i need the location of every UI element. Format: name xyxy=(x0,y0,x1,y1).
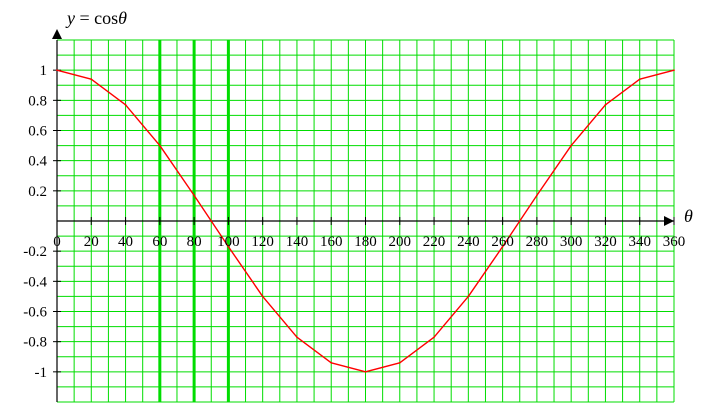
series-point xyxy=(518,220,521,222)
series-line-segment xyxy=(536,144,572,197)
series-point xyxy=(56,69,58,71)
y-tick-label: -0.6 xyxy=(23,305,47,321)
x-tick-label: 20 xyxy=(84,234,99,250)
series-line-segment xyxy=(193,194,212,222)
x-tick-label: 180 xyxy=(354,234,377,250)
x-tick-label: 140 xyxy=(286,234,309,250)
series-line-segment xyxy=(467,245,504,298)
x-axis-label: θ xyxy=(684,206,693,226)
series-point xyxy=(501,245,504,248)
series-point xyxy=(159,144,161,147)
series-line-segment xyxy=(501,220,521,248)
x-tick-label: 120 xyxy=(251,234,274,250)
x-tick-label: 60 xyxy=(152,234,167,250)
series-line-segment xyxy=(90,78,127,106)
series-line-segment xyxy=(570,104,607,147)
y-tick-label: 1 xyxy=(40,63,48,79)
x-tick-label: 260 xyxy=(491,234,514,250)
series-line-segment xyxy=(56,69,92,80)
x-tick-label: 200 xyxy=(389,234,412,250)
series-point xyxy=(364,371,367,373)
series-line-segment xyxy=(399,336,435,364)
x-tick-label: 40 xyxy=(118,234,133,250)
series-point xyxy=(536,194,538,197)
chart-title-equation: = cos xyxy=(75,8,118,28)
x-tick-label: 220 xyxy=(423,234,446,250)
y-axis-arrow xyxy=(52,29,62,39)
series-point xyxy=(330,361,333,364)
series-point xyxy=(433,336,435,338)
y-tick-label: -0.4 xyxy=(23,274,47,290)
series-point xyxy=(296,336,298,338)
y-tick-label: 0.8 xyxy=(28,93,47,109)
x-tick-label: 100 xyxy=(217,234,240,250)
series-point xyxy=(570,144,572,147)
x-tick-label: 280 xyxy=(526,234,549,250)
curve-layer xyxy=(56,69,675,373)
y-tick-label: 0.4 xyxy=(28,154,47,170)
chart-title: y = cosθ xyxy=(65,8,127,28)
series-point xyxy=(261,295,264,298)
y-tick-label: -0.2 xyxy=(23,244,47,260)
series-point xyxy=(673,69,675,71)
series-line-segment xyxy=(296,336,332,364)
series-point xyxy=(124,104,127,106)
x-tick-label: 160 xyxy=(320,234,343,250)
series-point xyxy=(227,245,230,248)
series-line-segment xyxy=(124,104,161,147)
series-line-segment xyxy=(227,245,264,298)
x-tick-label: 320 xyxy=(594,234,617,250)
series-line-segment xyxy=(604,78,641,106)
series-line-segment xyxy=(330,362,367,373)
series-line-segment xyxy=(210,220,230,248)
series-point xyxy=(90,78,93,81)
chart-title-y: y xyxy=(65,8,75,28)
y-tick-label: 0.6 xyxy=(28,124,47,140)
series-line-segment xyxy=(639,69,675,80)
chart-title-theta: θ xyxy=(118,8,127,28)
series-point xyxy=(398,361,401,364)
x-tick-label: 240 xyxy=(457,234,480,250)
y-tick-label: -0.8 xyxy=(23,335,47,351)
label-layer: 0 20 40 60 80 100 120 140 160 180 200 220 240 260 280 3… xyxy=(23,63,685,381)
series-point xyxy=(210,220,213,222)
series-line-segment xyxy=(261,295,298,338)
series-point xyxy=(193,194,195,197)
series-point xyxy=(604,104,607,106)
x-tick-label: 0 xyxy=(53,234,61,250)
series-point xyxy=(638,78,641,81)
y-tick-label: 0.2 xyxy=(28,184,47,200)
y-tick-label: -1 xyxy=(35,365,48,381)
series-line-segment xyxy=(519,194,538,222)
series-line-segment xyxy=(364,362,401,373)
x-tick-label: 360 xyxy=(663,234,686,250)
x-tick-label: 300 xyxy=(560,234,583,250)
x-axis-arrow xyxy=(664,216,674,226)
x-tick-label: 340 xyxy=(628,234,651,250)
series-point xyxy=(467,295,470,298)
series-line-segment xyxy=(159,144,195,197)
series-line-segment xyxy=(433,295,470,338)
x-tick-label: 80 xyxy=(187,234,202,250)
